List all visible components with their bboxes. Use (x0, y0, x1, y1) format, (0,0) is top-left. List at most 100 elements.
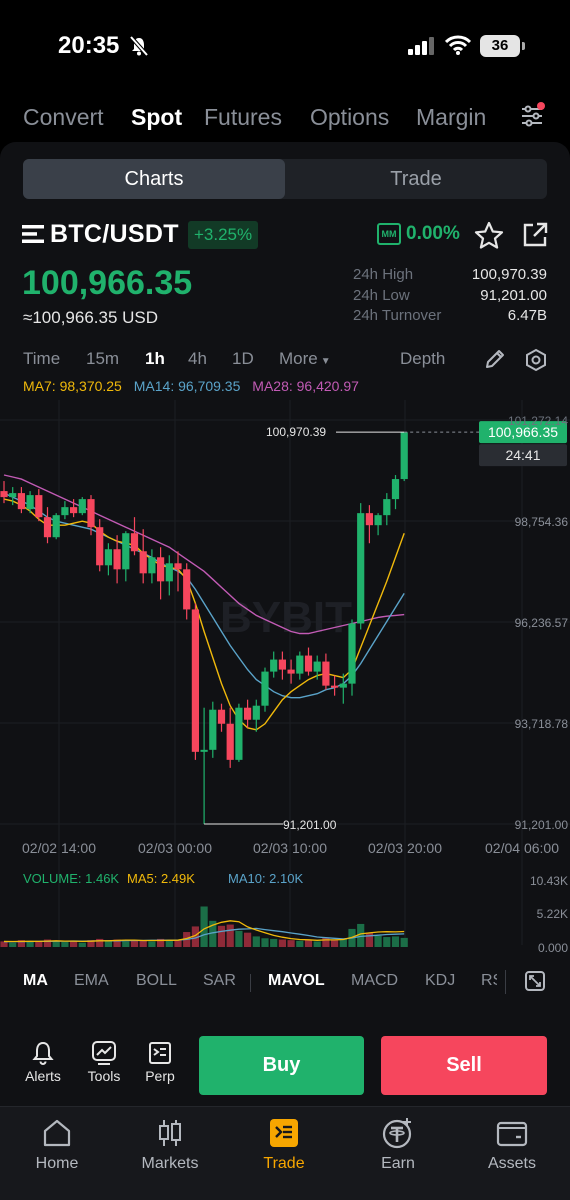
volume-bar (261, 938, 269, 947)
volume-axis: 10.43K 5.22K 0.000 (530, 874, 568, 955)
tab-margin[interactable]: Margin (416, 104, 487, 130)
settings-sliders-icon[interactable] (520, 104, 546, 128)
trade-tab[interactable]: Trade (390, 168, 442, 190)
price-markers: 100,970.39 100,966.35 24:41 91,201.00 (204, 421, 567, 832)
time-tick: 02/03 20:00 (368, 840, 442, 856)
share-icon[interactable] (521, 221, 549, 249)
buy-button[interactable]: Buy (199, 1036, 364, 1095)
volume-bar (270, 938, 278, 947)
pair-menu-icon[interactable] (22, 224, 44, 244)
tab-options[interactable]: Options (310, 104, 390, 130)
candle-body (400, 432, 408, 480)
mm-rate-icon: MM (377, 223, 401, 245)
candle-body (113, 549, 121, 570)
candle-body (261, 671, 269, 706)
interval-15m[interactable]: 15m (86, 349, 120, 368)
market-type-tabs: Convert Spot Futures Options Margin (0, 92, 570, 142)
status-time: 20:35 (58, 32, 120, 59)
last-price-tag-text: 100,966.35 (488, 424, 558, 440)
price-tick: 98,754.36 (515, 515, 569, 529)
volume-legend-item: MA10: 2.10K (228, 871, 303, 886)
favorite-star-icon[interactable] (474, 221, 504, 249)
volume-tick: 5.22K (537, 907, 568, 921)
indicator-sar[interactable]: SAR (203, 972, 236, 989)
interval-1d[interactable]: 1D (232, 349, 254, 368)
alerts-button[interactable]: Alerts (15, 1040, 71, 1084)
pair-name[interactable]: BTC/USDT (50, 220, 179, 248)
time-tick: 02/02 14:00 (22, 840, 96, 856)
fullscreen-icon[interactable] (524, 970, 546, 992)
tab-futures[interactable]: Futures (204, 104, 282, 130)
chart-grid (0, 400, 570, 945)
nav-assets-label: Assets (487, 1155, 536, 1172)
depth-button[interactable]: Depth (400, 349, 446, 368)
candle-body (339, 683, 347, 688)
volume-legend-item: MA5: 2.49K (127, 871, 195, 886)
candle-body (357, 513, 365, 624)
price-tick: 93,718.78 (515, 717, 569, 731)
indicator-kdj[interactable]: KDJ (425, 972, 456, 989)
action-bar: Alerts Tools Perp (0, 1030, 570, 1100)
volume-bar (70, 941, 78, 947)
candle-body (9, 493, 17, 498)
volume-bar (113, 939, 121, 947)
indicator-macd[interactable]: MACD (351, 972, 399, 989)
indicator-ma[interactable]: MA (23, 972, 48, 989)
price-axis: 101,272.14 98,754.36 96,236.57 93,718.78 91,… (508, 414, 568, 832)
sell-button[interactable]: Sell (381, 1036, 547, 1095)
candle-body (174, 563, 182, 570)
interval-4h[interactable]: 4h (188, 349, 207, 368)
ma7-legend: MA7: 98,370.25 (23, 378, 122, 394)
candle-body (383, 499, 391, 516)
nav-earn[interactable]: Earn (348, 1117, 448, 1173)
volume-bar (383, 937, 391, 947)
volume-bar (287, 940, 295, 947)
interval-1h[interactable]: 1h (145, 349, 165, 368)
price-tick: 101,272.14 (508, 414, 568, 428)
volume-bar (157, 938, 165, 947)
candle-body (252, 705, 260, 720)
indicator-boll[interactable]: BOLL (136, 972, 177, 989)
nav-home[interactable]: Home (7, 1117, 107, 1173)
perp-label: Perp (145, 1068, 175, 1084)
caret-down-icon: ▼ (320, 356, 331, 367)
indicator-divider (250, 974, 251, 992)
mm-rate-value[interactable]: 0.00% (406, 223, 460, 244)
stat-value-turnover: 6.47B (507, 307, 547, 324)
notification-dot (537, 102, 545, 110)
charts-tab[interactable]: Charts (23, 159, 285, 199)
candle-body (122, 533, 130, 570)
tools-button[interactable]: Tools (76, 1040, 132, 1084)
candle-body (217, 709, 226, 724)
candle-body (287, 669, 295, 674)
ma14-legend: MA14: 96,709.35 (133, 378, 241, 394)
interval-more-label: More (279, 349, 318, 368)
chart-settings-icon[interactable] (524, 348, 548, 372)
candle-body (244, 707, 252, 720)
nav-assets[interactable]: Assets (462, 1117, 562, 1173)
candle-body (0, 491, 8, 498)
candles (0, 432, 408, 824)
volume-bar (174, 939, 182, 947)
candle-body (365, 513, 373, 526)
indicator-divider (505, 970, 506, 994)
price-chart[interactable]: BYBIT 100,970.39 100,966.35 24:41 91,201.00… (0, 400, 570, 960)
nav-markets[interactable]: Markets (120, 1117, 220, 1173)
time-axis: 02/02 14:00 02/03 00:00 02/03 10:00 02/03 2… (22, 840, 559, 856)
indicator-ema[interactable]: EMA (74, 972, 109, 989)
interval-time[interactable]: Time (23, 349, 61, 368)
indicator-rsi[interactable]: RSI (481, 972, 497, 989)
indicator-mavol[interactable]: MAVOL (268, 972, 325, 989)
perp-button[interactable]: Perp (132, 1040, 188, 1084)
ma28-line (3, 474, 405, 635)
nav-trade[interactable]: Trade (234, 1117, 334, 1173)
candle-body (87, 499, 95, 528)
interval-more[interactable]: More ▼ (279, 349, 331, 369)
candle-body (278, 659, 286, 670)
tab-spot[interactable]: Spot (131, 104, 183, 130)
tab-convert[interactable]: Convert (23, 104, 104, 130)
volume-bar (374, 935, 382, 947)
volume-bar (365, 932, 373, 947)
pencil-icon[interactable] (484, 348, 506, 370)
candle-body (331, 685, 339, 688)
